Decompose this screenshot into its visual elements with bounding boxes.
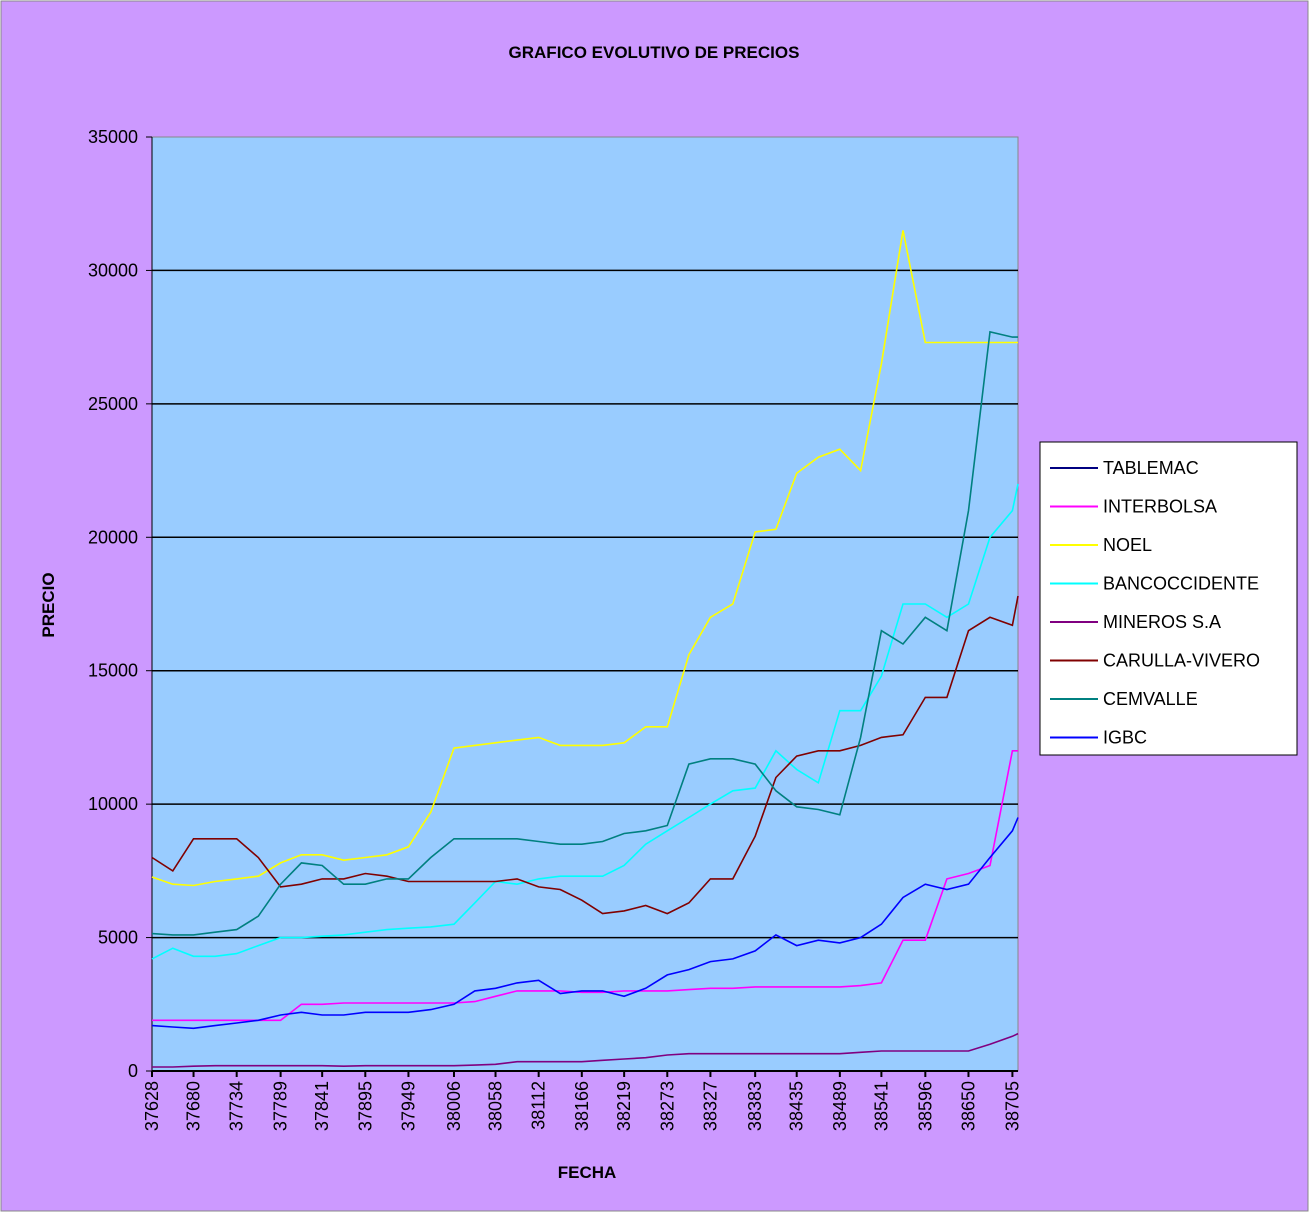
- x-tick-label: 38006: [444, 1081, 464, 1131]
- legend-label: NOEL: [1103, 535, 1152, 555]
- y-tick-label: 15000: [88, 661, 138, 681]
- x-tick-label: 37789: [271, 1081, 291, 1131]
- x-axis-label: FECHA: [558, 1163, 617, 1182]
- y-axis-label: PRECIO: [39, 572, 58, 637]
- x-tick-label: 38705: [1002, 1081, 1022, 1131]
- legend-label: MINEROS S.A: [1103, 612, 1221, 632]
- series-line: [152, 1032, 1019, 1068]
- legend: [1039, 441, 1298, 756]
- x-tick-label: 37895: [355, 1081, 375, 1131]
- legend-label: BANCOCCIDENTE: [1103, 574, 1259, 594]
- legend-label: IGBC: [1103, 728, 1147, 748]
- x-tick-label: 38489: [830, 1081, 850, 1131]
- x-tick-label: 38596: [915, 1081, 935, 1131]
- series-line: [152, 750, 1018, 1022]
- plot-area: [151, 136, 1019, 1072]
- x-tick-label: 38541: [871, 1081, 891, 1131]
- series-line: [151, 595, 1019, 915]
- y-tick-label: 30000: [88, 260, 138, 280]
- x-tick-label: 38112: [529, 1081, 549, 1130]
- legend-label: CEMVALLE: [1103, 689, 1198, 709]
- x-tick-label: 38327: [700, 1081, 720, 1131]
- x-tick-label: 38383: [745, 1081, 765, 1131]
- y-tick-label: 20000: [88, 527, 138, 547]
- y-tick-label: 25000: [88, 394, 138, 414]
- x-tick-label: 38273: [657, 1081, 677, 1131]
- x-tick-label: 37949: [398, 1081, 418, 1131]
- y-tick-label: 35000: [88, 127, 138, 147]
- series-line: [151, 817, 1019, 1030]
- legend-label: CARULLA-VIVERO: [1103, 651, 1260, 671]
- x-tick-label: 38058: [486, 1081, 506, 1131]
- x-tick-label: 37841: [312, 1081, 332, 1131]
- y-tick-label: 10000: [88, 794, 138, 814]
- legend-label: INTERBOLSA: [1103, 497, 1217, 517]
- series-line: [151, 483, 1019, 960]
- x-tick-label: 37680: [184, 1081, 204, 1131]
- x-tick-label: 37734: [227, 1081, 247, 1131]
- x-tick-label: 38650: [958, 1081, 978, 1131]
- legend-label: TABLEMAC: [1103, 458, 1199, 478]
- x-tick-label: 38166: [572, 1081, 592, 1131]
- series-line: [151, 230, 1018, 887]
- y-tick-label: 0: [128, 1061, 138, 1081]
- y-tick-label: 5000: [98, 928, 138, 948]
- x-tick-label: 38435: [787, 1081, 807, 1131]
- x-tick-label: 37628: [142, 1081, 162, 1131]
- x-tick-label: 38219: [614, 1081, 634, 1131]
- chart-title: GRAFICO EVOLUTIVO DE PRECIOS: [509, 43, 800, 62]
- series-line: [151, 330, 1018, 936]
